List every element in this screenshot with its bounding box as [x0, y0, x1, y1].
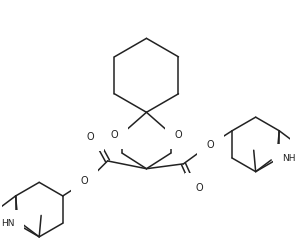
Text: NH: NH	[282, 154, 296, 162]
Text: O: O	[86, 132, 94, 142]
Text: O: O	[81, 176, 88, 186]
Text: O: O	[207, 140, 215, 150]
Text: HN: HN	[1, 219, 15, 228]
Text: O: O	[195, 183, 203, 193]
Text: O: O	[110, 130, 118, 140]
Text: O: O	[175, 130, 182, 140]
